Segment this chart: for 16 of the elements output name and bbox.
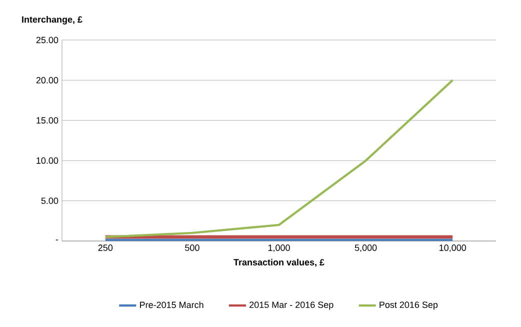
x-tick-label: 500: [185, 244, 200, 251]
legend-label: Pre-2015 March: [140, 301, 204, 308]
legend-label: Post 2016 Sep: [380, 302, 438, 310]
x-axis-title: Transaction values, £: [234, 258, 324, 267]
y-tick-label: 10.00: [36, 157, 58, 164]
x-tick-label: 250: [98, 244, 113, 251]
y-axis-title: Interchange, £: [22, 16, 82, 24]
y-tick-label: 25.00: [36, 36, 58, 44]
y-tick-label: 20.00: [36, 77, 58, 84]
x-tick-label: 5,000: [354, 244, 377, 252]
y-tick-label: 15.00: [36, 117, 58, 124]
line-series: [104, 79, 454, 238]
x-tick-label: 1,000: [268, 244, 290, 252]
y-tick-label: 5.00: [41, 198, 58, 204]
x-tick-label: 10,000: [440, 244, 466, 252]
legend-label: 2015 Mar - 2016 Sep: [250, 302, 334, 310]
